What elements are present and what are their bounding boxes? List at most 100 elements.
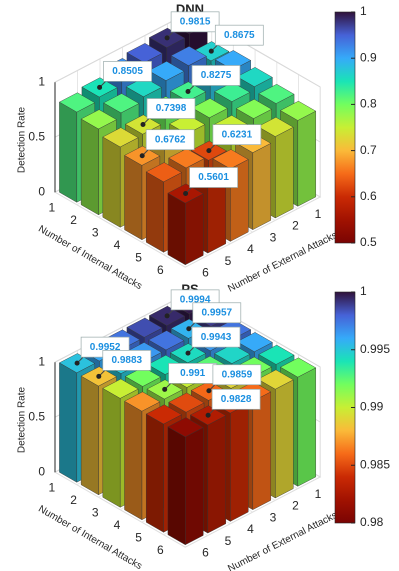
datatip-label: 0.5601 <box>198 172 229 183</box>
datatip-label: 0.6762 <box>155 134 186 145</box>
colorbar-tick-label: 0.5 <box>360 235 377 249</box>
datatip-box <box>192 302 242 324</box>
datatip-box <box>103 60 152 82</box>
datatip-box <box>145 129 195 151</box>
bar-side <box>185 193 204 266</box>
datatip-dot <box>183 190 189 196</box>
z-tick-label: 1 <box>38 74 45 88</box>
bar-side <box>167 192 186 266</box>
colorbar-tick-label: 0.6 <box>360 189 377 203</box>
bar-top <box>125 77 162 98</box>
datatip-label: 0.8675 <box>224 30 255 41</box>
bar-top <box>80 109 117 130</box>
bar-side <box>207 177 226 254</box>
datatip-box <box>191 65 241 86</box>
datatip-dot <box>186 326 192 332</box>
y-tick-label: 3 <box>270 230 277 244</box>
x-tick-label: 2 <box>70 493 77 507</box>
datatip-dot <box>185 350 191 356</box>
datatip-dot <box>74 360 80 366</box>
datatip-label: 0.8275 <box>201 70 232 81</box>
bar-top <box>257 369 294 390</box>
bar-side <box>275 126 294 219</box>
y-tick-label: 5 <box>225 254 232 268</box>
x-tick-label: 6 <box>157 543 164 557</box>
colorbar-tick-label: 0.7 <box>360 143 377 157</box>
bar-top <box>236 67 273 87</box>
datatip-dot <box>208 48 214 54</box>
datatip-dot <box>206 388 212 394</box>
z-tick-label: 1 <box>38 354 45 368</box>
bar-top <box>103 93 140 114</box>
bar-top <box>191 98 228 119</box>
y-tick-label: 6 <box>202 266 209 280</box>
datatip-label: 0.9859 <box>222 369 253 380</box>
bar-side <box>230 403 249 522</box>
bar-top <box>168 148 205 169</box>
bar-side <box>297 110 316 207</box>
bar-top <box>235 98 272 119</box>
datatip-label: 0.9952 <box>90 342 121 353</box>
x-tick-label: 5 <box>135 531 142 545</box>
bar-side <box>252 142 271 231</box>
bar-side <box>80 118 99 216</box>
datatip-label: 0.9943 <box>201 332 232 343</box>
z-tick-label: 0.5 <box>28 409 45 423</box>
y-tick-label: 2 <box>292 499 299 513</box>
bar-top <box>280 100 317 121</box>
bar-top <box>126 317 163 338</box>
bar-top <box>59 92 96 113</box>
bar-top <box>145 404 182 425</box>
datatip-label: 0.9994 <box>180 295 211 306</box>
bar-top <box>167 417 204 438</box>
colorbar-tick-label: 0.8 <box>360 97 377 111</box>
bar-top <box>258 83 295 104</box>
x-tick-label: 5 <box>135 251 142 265</box>
bar-side <box>185 427 204 546</box>
x-tick-label: 6 <box>157 263 164 277</box>
bar-top <box>124 366 162 387</box>
datatip-dot <box>185 88 191 94</box>
y-axis-label: Number of External Attacks <box>226 230 339 295</box>
x-tick-label: 2 <box>70 213 77 227</box>
z-tick-label: 0.5 <box>28 129 45 143</box>
x-tick-label: 4 <box>114 238 121 252</box>
datatip-dot <box>162 386 168 392</box>
datatip-box <box>212 124 262 146</box>
bar-top <box>102 127 139 148</box>
datatip-label: 0.6231 <box>222 129 253 140</box>
datatip-label: 0.9883 <box>112 355 143 366</box>
y-tick-label: 3 <box>270 510 277 524</box>
bar-top <box>258 344 295 365</box>
bar-side <box>59 101 77 203</box>
bar-side <box>146 171 164 253</box>
y-axis-label: Number of External Attacks <box>226 510 339 571</box>
datatip-box <box>212 364 262 386</box>
bar-side <box>59 362 77 483</box>
datatip-box <box>211 388 261 410</box>
bar-top <box>124 391 161 412</box>
datatip-label: 0.8505 <box>112 66 143 77</box>
datatip-label: 0.9957 <box>202 307 233 318</box>
colorbar-tick-label: 1 <box>360 284 367 298</box>
datatip-dot <box>205 412 211 418</box>
colorbar-tick-label: 0.98 <box>360 515 384 529</box>
bar-top <box>148 330 185 351</box>
colorbar-tick-label: 0.985 <box>360 457 390 471</box>
datatip-label: 0.7398 <box>156 103 187 114</box>
bar-side <box>297 367 316 487</box>
datatip-dot <box>96 373 102 379</box>
datatip-box <box>189 167 238 188</box>
bar-top <box>280 357 317 378</box>
bar <box>167 417 204 546</box>
bar-side <box>102 136 121 228</box>
z-axis-label: Detection Rate <box>17 386 28 453</box>
bar-top <box>168 392 205 413</box>
datatip-label: 0.9815 <box>180 16 211 27</box>
datatip-label: 0.9828 <box>221 394 252 405</box>
colorbar-tick-label: 0.9 <box>360 50 377 64</box>
bar-top <box>145 162 182 183</box>
y-tick-label: 1 <box>315 207 322 221</box>
z-axis-label: Detection Rate <box>17 106 28 173</box>
y-tick-label: 4 <box>247 242 254 256</box>
